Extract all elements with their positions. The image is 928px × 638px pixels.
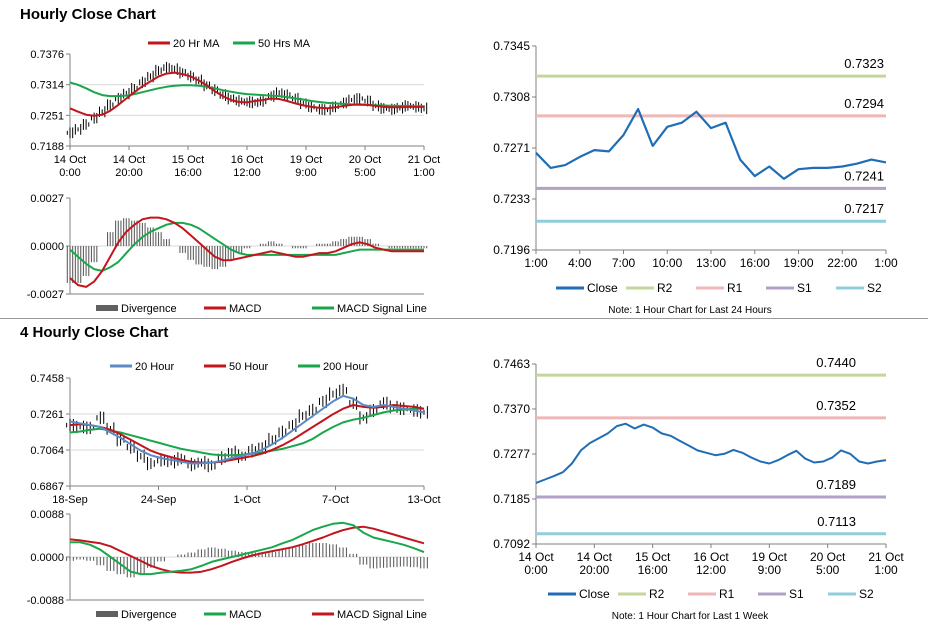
4hourly-macd-legend-label: Divergence	[121, 609, 177, 621]
hourly-pivot-x-tick-label: 1:00	[874, 256, 898, 270]
hourly-price-legend-label: 20 Hr MA	[173, 38, 220, 50]
4hourly-pivot-note: Note: 1 Hour Chart for Last 1 Week	[612, 611, 770, 622]
hourly-price-x-tick-label: 14 Oct 0:00	[54, 154, 86, 179]
4hourly-pivot-x-tick-label: 14 Oct 0:00	[518, 550, 554, 577]
section-divider	[0, 318, 928, 319]
hourly-pivot-s2-label: 0.7217	[844, 201, 884, 216]
4hourly-price-legend-label: 20 Hour	[135, 361, 174, 373]
4hourly-pivot-y-tick-label: 0.7463	[493, 357, 530, 371]
4hourly-price-x-tick-label: 7-Oct	[322, 494, 349, 506]
hourly-pivot-legend-label: Close	[587, 281, 618, 295]
4hourly-pivot-legend-label: Close	[579, 587, 610, 601]
4hourly-price-y-tick-label: 0.7261	[30, 409, 64, 421]
4hourly-pivot-x-tick-label: 20 Oct 5:00	[810, 550, 846, 577]
4hourly-price-x-tick-label: 24-Sep	[141, 494, 176, 506]
4hourly-pivot-x-tick-label: 16 Oct 12:00	[693, 550, 729, 577]
4hourly-price-y-tick-label: 0.7458	[30, 373, 64, 385]
4hourly-pivot-legend-label: S2	[859, 587, 874, 601]
4hourly-macd-y-tick-label: -0.0088	[27, 595, 64, 607]
4hourly-price-y-tick-label: 0.6867	[30, 481, 64, 493]
hourly-macd-line	[69, 216, 424, 288]
hourly-pivot-x-tick-label: 10:00	[652, 256, 682, 270]
4hourly-price-x-tick-label: 18-Sep	[52, 494, 87, 506]
4hourly-pivot-x-tick-label: 21 Oct 1:00	[868, 550, 904, 577]
4hourly-macd-y-tick-label: 0.0000	[30, 552, 64, 564]
hourly-pivot-r1-label: 0.7294	[844, 96, 884, 111]
4hourly-price-y-tick-label: 0.7064	[30, 445, 64, 457]
hourly-price-x-tick-label: 19 Oct 9:00	[290, 154, 322, 179]
4hourly-price-legend-label: 50 Hour	[229, 361, 268, 373]
4hourly-pivot-legend-label: R1	[719, 587, 735, 601]
hourly-pivot-x-tick-label: 19:00	[783, 256, 813, 270]
4hourly-pivot-x-tick-label: 14 Oct 20:00	[577, 550, 613, 577]
hourly-pivot-y-tick-label: 0.7308	[493, 90, 530, 104]
hourly-section-title: Hourly Close Chart	[20, 6, 156, 23]
hourly-price-x-tick-label: 14 Oct 20:00	[113, 154, 145, 179]
hourly-pivot-x-tick-label: 13:00	[696, 256, 726, 270]
4hourly-pivot-legend-label: R2	[649, 587, 665, 601]
hourly-macd-legend-label: Divergence	[121, 303, 177, 315]
hourly-pivot-s1-label: 0.7241	[844, 168, 884, 183]
4hourly-pivot-y-tick-label: 0.7370	[493, 402, 530, 416]
hourly-price-y-tick-label: 0.7314	[30, 80, 64, 92]
hourly-pivot-x-tick-label: 16:00	[740, 256, 770, 270]
hourly-pivot-legend-label: R2	[657, 281, 673, 295]
4hourly-macd-legend-label: MACD Signal Line	[337, 609, 427, 621]
hourly-macd-signal-line	[69, 221, 424, 272]
hourly-pivot-y-tick-label: 0.7196	[493, 243, 530, 257]
hourly-pivot-legend-label: S2	[867, 281, 882, 295]
4hourly-section-title: 4 Hourly Close Chart	[20, 324, 169, 341]
hourly-pivot-x-tick-label: 1:00	[524, 256, 548, 270]
hourly-price-legend-label: 50 Hrs MA	[258, 38, 311, 50]
4hourly-price-x-tick-label: 1-Oct	[234, 494, 261, 506]
4hourly-pivot-legend-label: S1	[789, 587, 804, 601]
hourly-pivot-r2-label: 0.7323	[844, 56, 884, 71]
4hourly-50h-line	[69, 404, 425, 464]
hourly-macd-y-tick-label: 0.0000	[30, 241, 64, 253]
4hourly-macd-y-tick-label: 0.0088	[30, 509, 64, 521]
hourly-price-y-tick-label: 0.7251	[30, 110, 64, 122]
hourly-macd-y-tick-label: -0.0027	[27, 289, 64, 301]
4hourly-pivot-r2-label: 0.7440	[816, 355, 856, 370]
4hourly-pivot-y-tick-label: 0.7092	[493, 537, 530, 551]
4hourly-pivot-y-tick-label: 0.7185	[493, 492, 530, 506]
hourly-price-x-tick-label: 16 Oct 12:00	[231, 154, 263, 179]
hourly-price-x-tick-label: 21 Oct 1:00	[408, 154, 440, 179]
hourly-pivot-note: Note: 1 Hour Chart for Last 24 Hours	[608, 305, 771, 316]
hourly-macd-y-tick-label: 0.0027	[30, 193, 64, 205]
hourly-pivot-legend-label: R1	[727, 281, 743, 295]
4hourly-pivot-y-tick-label: 0.7277	[493, 447, 530, 461]
hourly-pivot-legend-label: S1	[797, 281, 812, 295]
4hourly-macd-signal-line	[69, 525, 425, 574]
4hourly-macd-legend-label: MACD	[229, 609, 261, 621]
4hourly-20h-line	[69, 394, 425, 465]
4hourly-pivot-x-tick-label: 19 Oct 9:00	[752, 550, 788, 577]
4hourly-macd-line	[70, 521, 425, 576]
hourly-pivot-y-tick-label: 0.7271	[493, 141, 530, 155]
hourly-pivot-close-line	[535, 107, 887, 180]
4hourly-pivot-close-line	[535, 422, 887, 484]
hourly-pivot-x-tick-label: 22:00	[827, 256, 857, 270]
4hourly-price-legend-label: 200 Hour	[323, 361, 369, 373]
hourly-price-y-tick-label: 0.7188	[30, 141, 64, 153]
hourly-pivot-y-tick-label: 0.7345	[493, 39, 530, 53]
hourly-price-x-tick-label: 15 Oct 16:00	[172, 154, 204, 179]
4hourly-pivot-r1-label: 0.7352	[816, 398, 856, 413]
4hourly-pivot-s1-label: 0.7189	[816, 477, 856, 492]
hourly-pivot-x-tick-label: 7:00	[612, 256, 636, 270]
hourly-price-y-tick-label: 0.7376	[30, 49, 64, 61]
hourly-20ma-line	[69, 71, 424, 117]
hourly-pivot-y-tick-label: 0.7233	[493, 192, 530, 206]
hourly-price-x-tick-label: 20 Oct 5:00	[349, 154, 381, 179]
hourly-pivot-x-tick-label: 4:00	[568, 256, 592, 270]
4hourly-price-x-tick-label: 13-Oct	[407, 494, 440, 506]
4hourly-200h-line	[69, 407, 424, 457]
hourly-macd-legend-label: MACD Signal Line	[337, 303, 427, 315]
4hourly-pivot-x-tick-label: 15 Oct 16:00	[635, 550, 671, 577]
4hourly-pivot-s2-label: 0.7113	[817, 514, 856, 529]
hourly-macd-legend-label: MACD	[229, 303, 261, 315]
